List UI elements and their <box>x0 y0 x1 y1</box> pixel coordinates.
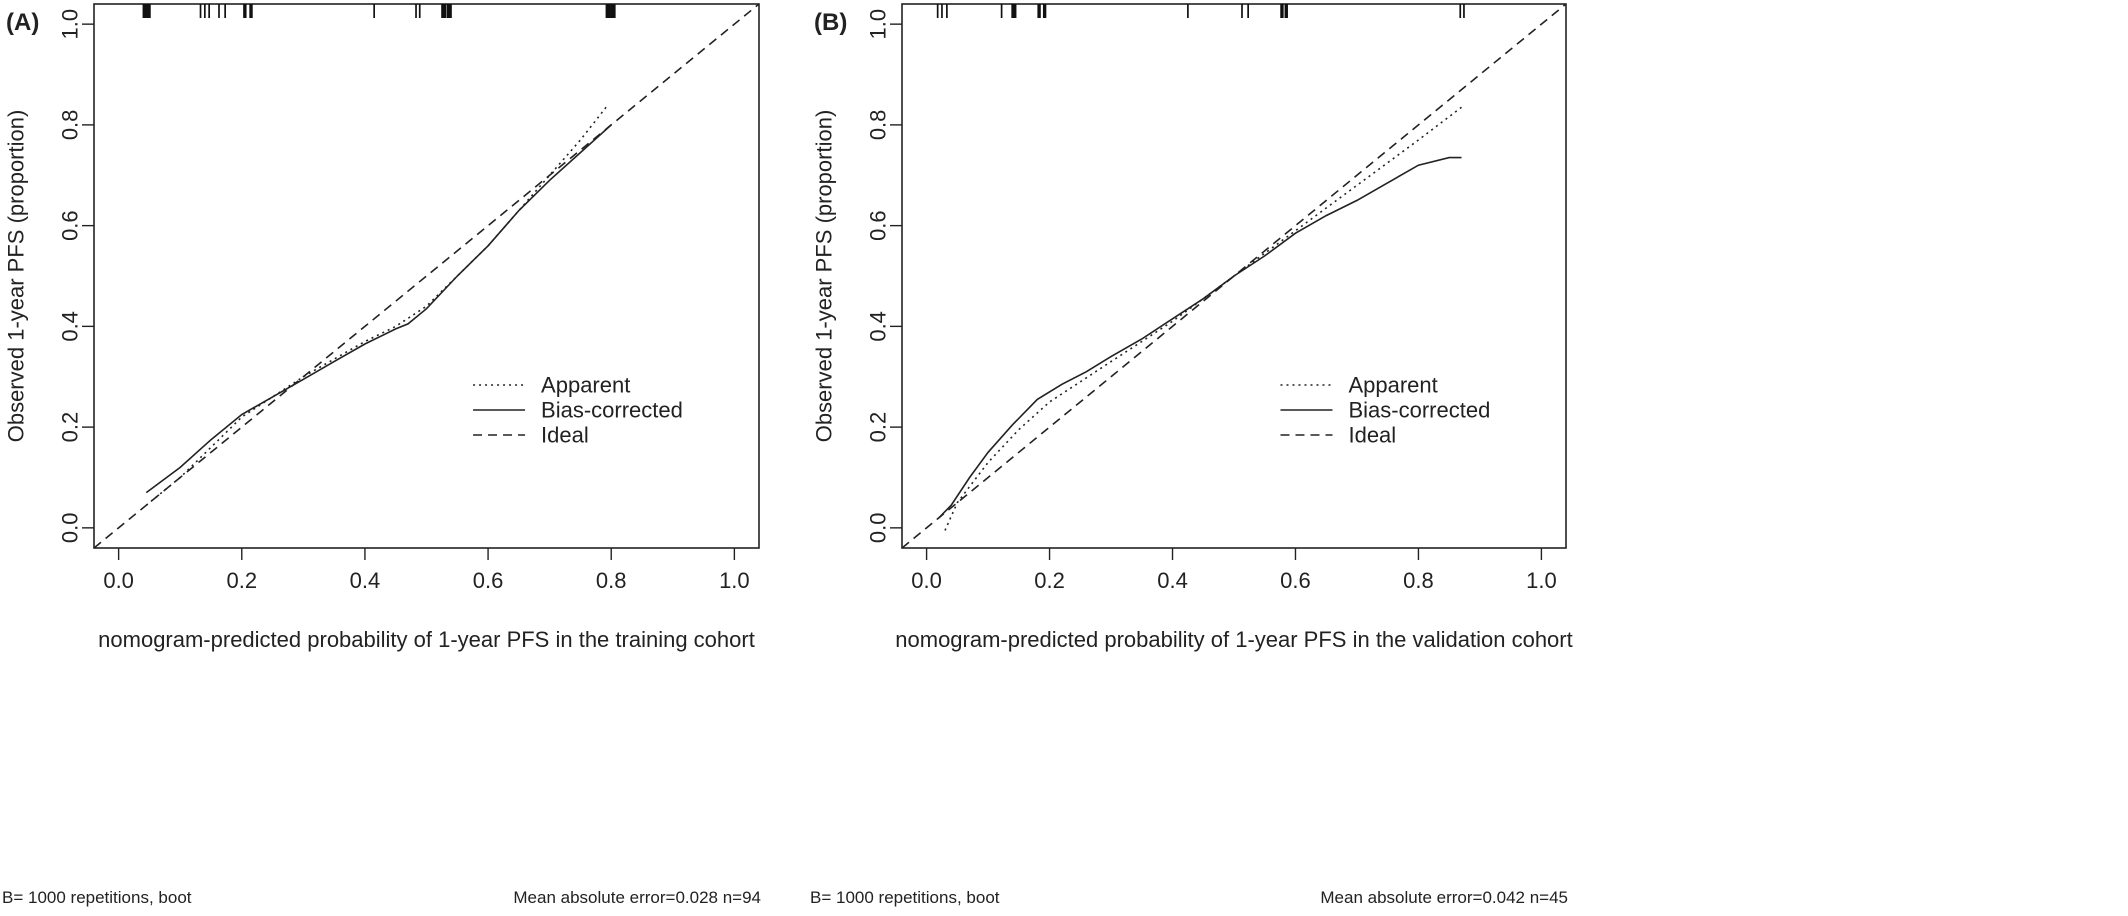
x-tick-label: 1.0 <box>1526 568 1557 593</box>
x-axis-label: nomogram-predicted probability of 1-year… <box>98 627 755 652</box>
x-tick-label: 0.0 <box>911 568 942 593</box>
x-tick-label: 0.8 <box>1403 568 1434 593</box>
y-tick-label: 0.4 <box>866 311 891 342</box>
y-tick-label: 1.0 <box>58 9 83 40</box>
plot-frame <box>93 3 760 549</box>
footnote-error: Mean absolute error=0.042 n=45 <box>1320 888 1568 907</box>
y-tick-label: 0.2 <box>866 412 891 443</box>
panel-label: (A) <box>6 9 39 36</box>
footnote-repetitions: B= 1000 repetitions, boot <box>810 888 1000 907</box>
footnote-error: Mean absolute error=0.028 n=94 <box>513 888 761 907</box>
y-tick-label: 0.8 <box>866 110 891 141</box>
x-tick-label: 0.6 <box>473 568 504 593</box>
y-tick-label: 0.0 <box>58 513 83 544</box>
series-line-bias-corrected <box>938 156 1462 519</box>
x-tick-label: 0.8 <box>596 568 627 593</box>
legend-label-apparent: Apparent <box>1348 373 1437 398</box>
x-tick-label: 0.0 <box>103 568 134 593</box>
calibration-panel-b: (B) nomogram-predicted probability of 1-… <box>810 3 1573 907</box>
legend-label-bias-corrected: Bias-corrected <box>541 398 683 423</box>
series-line-bias-corrected <box>145 124 612 494</box>
y-tick-label: 0.6 <box>866 210 891 241</box>
calibration-panel-a: (A) nomogram-predicted probability of 1-… <box>2 3 761 907</box>
legend-label-apparent: Apparent <box>541 373 630 398</box>
series-line-ideal <box>902 4 1566 548</box>
y-tick-label: 1.0 <box>866 9 891 40</box>
plot-frame <box>901 3 1567 549</box>
x-tick-label: 0.2 <box>1034 568 1065 593</box>
x-tick-label: 0.6 <box>1280 568 1311 593</box>
footnote-repetitions: B= 1000 repetitions, boot <box>2 888 192 907</box>
panel-label: (B) <box>814 9 847 36</box>
y-axis-label: Observed 1-year PFS (proportion) <box>4 110 29 443</box>
y-tick-label: 0.0 <box>866 513 891 544</box>
x-tick-label: 1.0 <box>719 568 750 593</box>
y-tick-label: 0.2 <box>58 412 83 443</box>
legend-label-bias-corrected: Bias-corrected <box>1348 398 1490 423</box>
series-line-ideal <box>94 4 759 548</box>
x-tick-label: 0.2 <box>226 568 257 593</box>
y-tick-label: 0.4 <box>58 311 83 342</box>
y-axis-label: Observed 1-year PFS (proportion) <box>812 110 837 443</box>
x-axis-label: nomogram-predicted probability of 1-year… <box>895 627 1572 652</box>
y-tick-label: 0.8 <box>58 110 83 141</box>
series-line-apparent <box>145 104 609 506</box>
legend-label-ideal: Ideal <box>541 423 589 448</box>
x-tick-label: 0.4 <box>1157 568 1188 593</box>
legend-label-ideal: Ideal <box>1348 423 1396 448</box>
y-tick-label: 0.6 <box>58 210 83 241</box>
x-tick-label: 0.4 <box>350 568 381 593</box>
